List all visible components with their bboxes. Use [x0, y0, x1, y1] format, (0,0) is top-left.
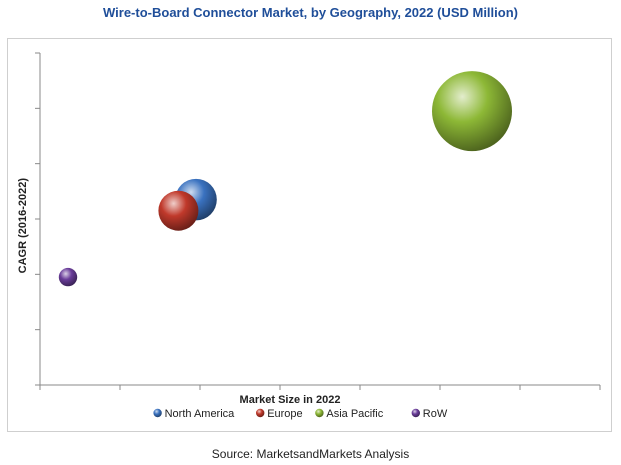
- bubble-row: [58, 267, 78, 287]
- legend-label-asia-pacific: Asia Pacific: [326, 408, 383, 420]
- chart-frame: Market Size in 2022 CAGR (2016-2022) North…: [7, 38, 612, 432]
- legend-label-row: RoW: [423, 408, 448, 420]
- legend-label-europe: Europe: [267, 408, 302, 420]
- bubble-europe: [158, 190, 199, 231]
- bubble-chart: Market Size in 2022 CAGR (2016-2022) North…: [17, 52, 601, 420]
- x-axis-label: Market Size in 2022: [240, 394, 341, 406]
- bubble-asia-pacific: [432, 71, 512, 152]
- y-axis-label: CAGR (2016-2022): [17, 178, 29, 274]
- legend-label-north-america: North America: [165, 408, 236, 420]
- legend-marker-asia-pacific: [315, 408, 324, 418]
- legend-marker-north-america: [153, 408, 162, 418]
- legend-marker-europe: [256, 408, 265, 418]
- source-note: Source: MarketsandMarkets Analysis: [211, 447, 410, 461]
- chart-title: Wire-to-Board Connector Market, by Geogr…: [103, 5, 518, 20]
- legend-marker-row: [411, 408, 420, 418]
